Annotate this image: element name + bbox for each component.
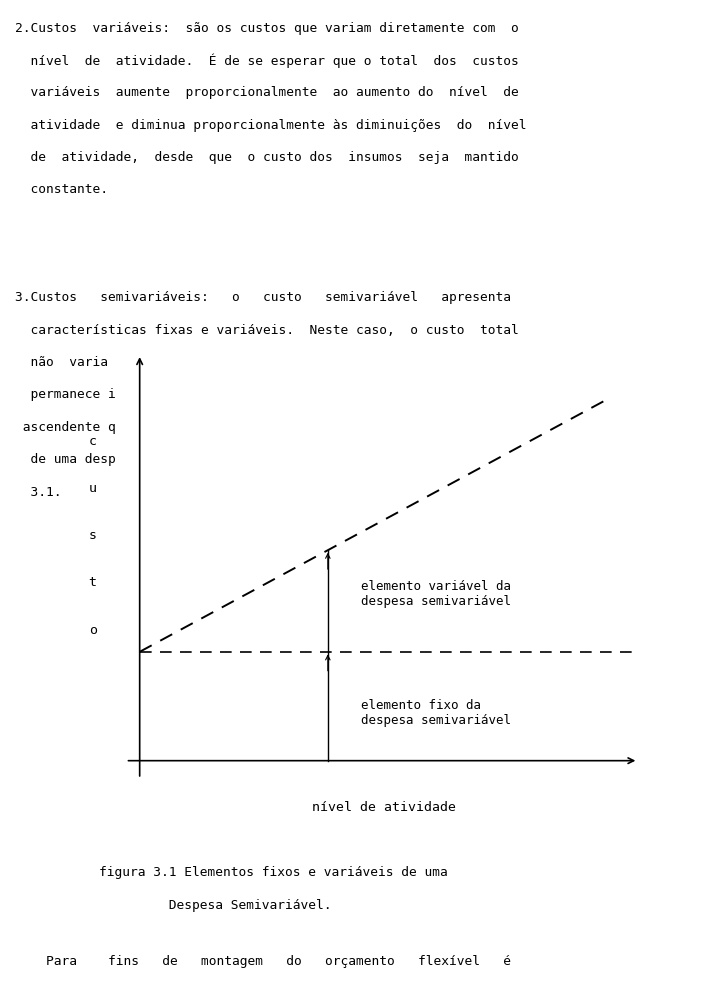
Text: nível  de  atividade.  É de se esperar que o total  dos  custos: nível de atividade. É de se esperar que …: [15, 54, 520, 69]
Text: elemento variável da
despesa semivariável: elemento variável da despesa semivariáve…: [360, 580, 511, 608]
Text: de uma despesa semivariável é retratada graficamente na  figura: de uma despesa semivariável é retratada …: [15, 453, 520, 466]
Text: Para    fins   de   montagem   do   orçamento   flexível   é: Para fins de montagem do orçamento flexí…: [15, 955, 512, 968]
Text: elemento fixo da
despesa semivariável: elemento fixo da despesa semivariável: [360, 699, 511, 728]
Text: 3.1.: 3.1.: [15, 486, 62, 498]
Text: não  varia  proporcionalmente  com o nível  de  atividade,  nem: não varia proporcionalmente com o nível …: [15, 356, 520, 369]
Text: constante.: constante.: [15, 183, 108, 196]
Text: t: t: [89, 577, 96, 590]
Text: o: o: [89, 624, 96, 637]
Text: de  atividade,  desde  que  o custo dos  insumos  seja  mantido: de atividade, desde que o custo dos insu…: [15, 151, 520, 164]
Text: nível de atividade: nível de atividade: [313, 801, 456, 814]
Text: c: c: [89, 435, 96, 448]
Text: características fixas e variáveis.  Neste caso,  o custo  total: características fixas e variáveis. Neste…: [15, 324, 520, 336]
Text: Despesa Semivariável.: Despesa Semivariável.: [99, 899, 331, 911]
Text: 3.Custos   semivariáveis:   o   custo   semivariável   apresenta: 3.Custos semivariáveis: o custo semivari…: [15, 291, 512, 304]
Text: permanece inalterado.  Ao invés disso,  ele mostra uma tendência: permanece inalterado. Ao invés disso, el…: [15, 388, 527, 401]
Text: ascendente quando o nível de atividade cresce. A linha de custo: ascendente quando o nível de atividade c…: [15, 421, 512, 434]
Text: atividade  e diminua proporcionalmente às diminuições  do  nível: atividade e diminua proporcionalmente às…: [15, 119, 527, 131]
Text: u: u: [89, 482, 96, 495]
Text: figura 3.1 Elementos fixos e variáveis de uma: figura 3.1 Elementos fixos e variáveis d…: [99, 866, 447, 879]
Text: variáveis  aumente  proporcionalmente  ao aumento do  nível  de: variáveis aumente proporcionalmente ao a…: [15, 86, 520, 99]
Text: 2.Custos  variáveis:  são os custos que variam diretamente com  o: 2.Custos variáveis: são os custos que va…: [15, 22, 520, 34]
Text: s: s: [89, 529, 96, 542]
